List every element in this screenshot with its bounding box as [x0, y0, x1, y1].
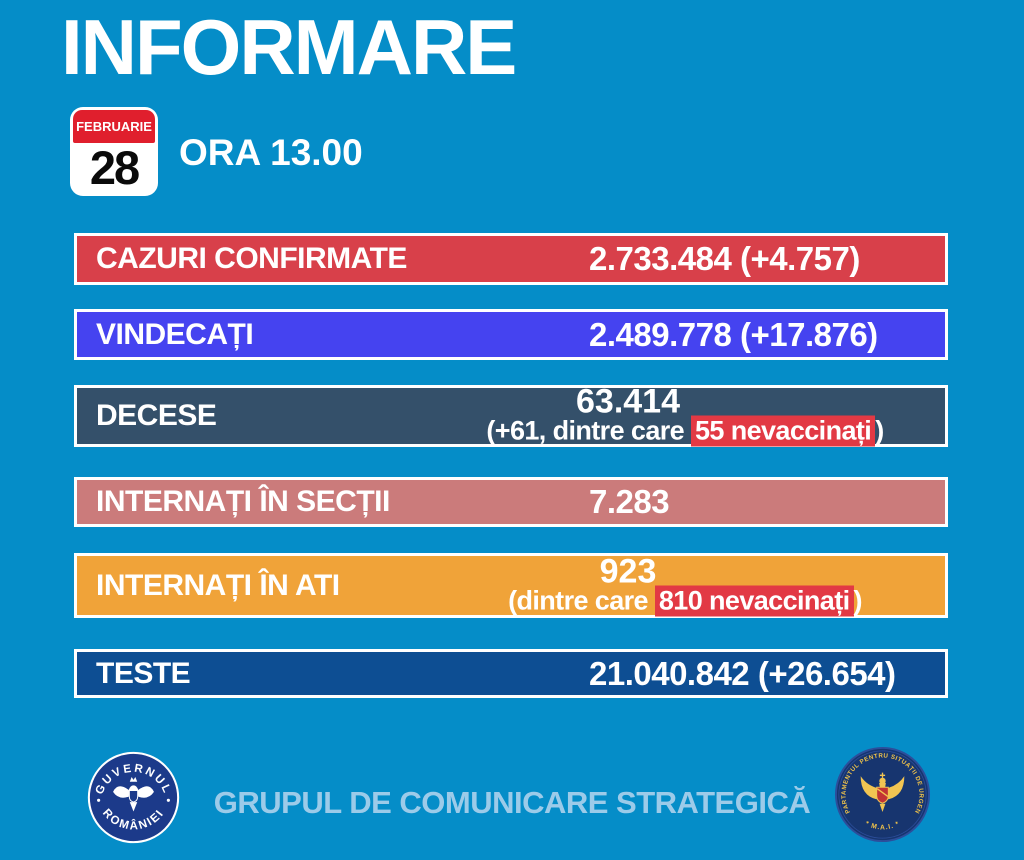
stat-bar-vindecati: VINDECAȚI 2.489.778 (+17.876) — [74, 309, 948, 360]
stat-value: 2.489.778 (+17.876) — [589, 315, 878, 353]
page-title: INFORMARE — [61, 3, 517, 91]
stat-subvalue: (+61, dintre care 55 nevaccinați) — [427, 415, 943, 447]
stat-label: TESTE — [96, 656, 191, 690]
subvalue-suffix: ) — [875, 415, 884, 446]
stat-value: 2.733.484 (+4.757) — [589, 240, 860, 277]
stat-bar-internati-ati: INTERNAȚI ÎN ATI 923 (dintre care 810 nev… — [74, 553, 948, 618]
time-label: ORA 13.00 — [179, 132, 363, 173]
stat-bar-decese: DECESE 63.414 (+61, dintre care 55 nevacc… — [74, 385, 948, 447]
stat-value: 63.414 — [576, 382, 680, 421]
unvaccinated-highlight-badge: 810 nevaccinați — [654, 585, 854, 616]
stat-subvalue: (dintre care 810 nevaccinați) — [427, 585, 943, 616]
calendar-day: 28 — [89, 140, 140, 194]
stat-value: 7.283 — [589, 483, 670, 520]
stat-label: VINDECAȚI — [96, 317, 254, 351]
subvalue-prefix: (+61, dintre care — [486, 415, 691, 446]
dsu-eagle-icon — [860, 772, 905, 812]
stat-bar-internati-sectii: INTERNAȚI ÎN SECȚII 7.283 — [74, 477, 948, 527]
government-of-romania-seal-icon: GUVERNUL ROMÂNIEI — [87, 751, 180, 849]
coat-of-arms-eagle-icon — [113, 777, 154, 812]
stat-value-group: 63.414 (+61, dintre care 55 nevaccinați) — [427, 385, 943, 447]
stat-label: CAZURI CONFIRMATE — [96, 242, 407, 275]
stat-label: DECESE — [96, 399, 217, 432]
stat-bar-cazuri-confirmate: CAZURI CONFIRMATE 2.733.484 (+4.757) — [74, 233, 948, 285]
subvalue-prefix: (dintre care — [508, 585, 655, 615]
dsu-seal-bottom-text: * M.A.I. * — [864, 820, 900, 831]
stat-label: INTERNAȚI ÎN ATI — [96, 568, 340, 602]
emergency-situations-department-seal-icon: DEPARTAMENTUL PENTRU SITUAȚII DE URGENȚĂ… — [832, 741, 931, 848]
calendar-month: FEBRUARIE — [73, 110, 155, 143]
calendar-icon: FEBRUARIE 28 — [70, 107, 158, 196]
stat-label: INTERNAȚI ÎN SECȚII — [96, 485, 390, 518]
stat-bar-teste: TESTE 21.040.842 (+26.654) — [74, 649, 948, 698]
stat-value: 21.040.842 (+26.654) — [589, 654, 896, 692]
unvaccinated-highlight-badge: 55 nevaccinați — [690, 415, 876, 447]
stat-value: 923 — [599, 552, 657, 590]
subvalue-suffix: ) — [853, 585, 863, 615]
stat-value-group: 923 (dintre care 810 nevaccinați) — [427, 554, 943, 616]
svg-text:* M.A.I. *: * M.A.I. * — [864, 820, 901, 831]
footer-strategic-communication-text: GRUPUL DE COMUNICARE STRATEGICĂ — [213, 785, 811, 820]
